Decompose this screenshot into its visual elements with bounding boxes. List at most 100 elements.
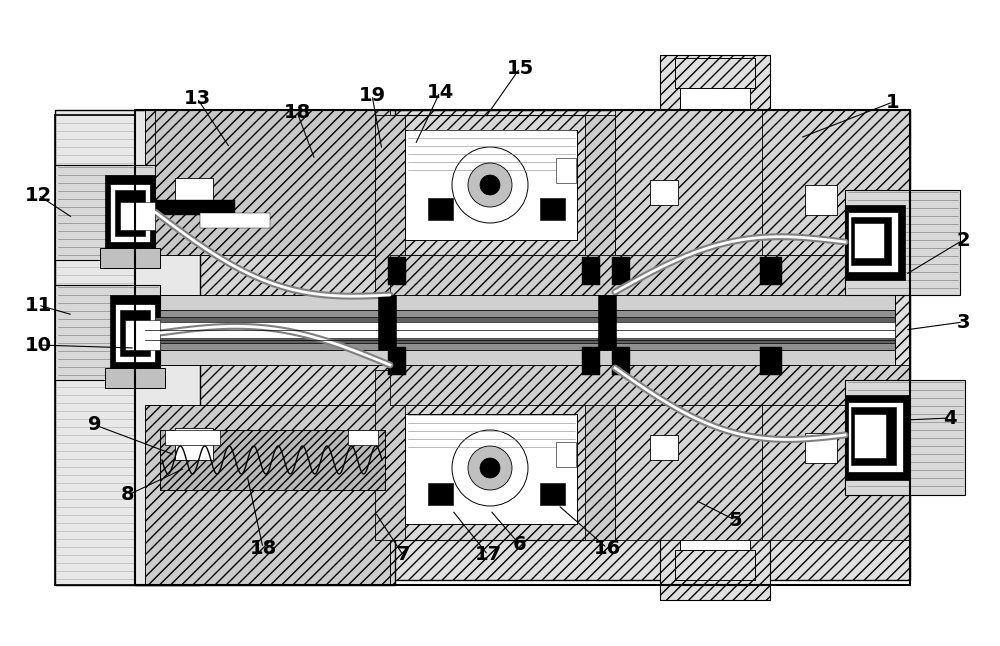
Bar <box>388 257 406 285</box>
Bar <box>390 255 910 295</box>
Bar <box>845 380 965 495</box>
Bar <box>428 483 453 505</box>
Bar <box>762 110 910 255</box>
Text: 14: 14 <box>426 83 454 101</box>
Text: 11: 11 <box>24 295 52 315</box>
Bar <box>120 310 150 356</box>
Bar <box>585 115 615 295</box>
Text: 10: 10 <box>25 335 52 355</box>
Bar <box>390 365 910 405</box>
Bar <box>378 295 396 350</box>
Text: 7: 7 <box>396 545 410 565</box>
Bar <box>110 184 150 242</box>
Bar <box>675 550 755 580</box>
Bar <box>155 200 235 215</box>
Bar <box>55 110 200 585</box>
Text: 2: 2 <box>956 231 970 249</box>
Bar <box>805 185 837 215</box>
Bar <box>135 110 395 585</box>
Text: 13: 13 <box>183 89 211 107</box>
Bar <box>405 414 577 524</box>
Text: 15: 15 <box>506 59 534 78</box>
Bar <box>388 347 406 375</box>
Bar <box>375 115 405 295</box>
Bar <box>660 55 770 175</box>
Bar <box>760 347 782 375</box>
Bar <box>845 190 960 295</box>
Bar <box>428 198 453 220</box>
Bar <box>650 435 678 460</box>
Bar <box>585 370 615 540</box>
Bar <box>120 202 155 230</box>
Bar <box>762 405 910 540</box>
Circle shape <box>468 163 512 207</box>
Circle shape <box>452 430 528 506</box>
Bar <box>145 110 390 255</box>
Text: 4: 4 <box>943 408 957 428</box>
Text: 1: 1 <box>886 92 900 112</box>
Bar <box>115 190 145 236</box>
Bar <box>680 530 750 560</box>
Bar <box>135 110 910 585</box>
Text: 18: 18 <box>283 103 311 121</box>
Text: 19: 19 <box>358 85 386 105</box>
Text: 16: 16 <box>593 539 621 557</box>
Bar <box>145 317 895 343</box>
Bar <box>582 347 600 375</box>
Text: 3: 3 <box>956 313 970 331</box>
Bar <box>805 433 837 463</box>
Circle shape <box>480 458 500 478</box>
Bar <box>55 285 160 380</box>
Bar <box>110 295 160 370</box>
Bar <box>556 158 576 183</box>
Bar <box>200 213 270 228</box>
Bar <box>145 405 390 585</box>
Bar <box>165 430 220 445</box>
Bar <box>392 400 590 540</box>
Bar <box>680 80 750 110</box>
Bar <box>160 430 385 490</box>
Bar <box>55 165 155 260</box>
Bar <box>660 470 770 600</box>
Bar <box>390 110 910 580</box>
Bar <box>155 110 375 255</box>
Bar <box>615 405 763 540</box>
Bar <box>851 407 896 465</box>
Bar <box>145 310 895 350</box>
Bar <box>845 395 910 480</box>
Bar <box>612 257 630 285</box>
Bar <box>848 212 898 272</box>
Text: 18: 18 <box>249 539 277 557</box>
Circle shape <box>468 446 512 490</box>
Bar <box>540 483 565 505</box>
Text: 12: 12 <box>24 185 52 205</box>
Text: 5: 5 <box>728 510 742 530</box>
Bar <box>582 257 600 285</box>
Bar <box>175 178 213 210</box>
Bar <box>650 180 678 205</box>
Bar <box>145 295 895 365</box>
Bar <box>375 370 405 540</box>
Bar <box>854 223 884 258</box>
Bar <box>160 430 385 490</box>
Bar <box>175 428 213 460</box>
Bar <box>615 110 763 255</box>
Bar <box>851 217 891 265</box>
Bar <box>675 58 755 88</box>
Bar <box>760 257 782 285</box>
Bar <box>100 248 160 268</box>
Bar <box>845 205 905 280</box>
Bar <box>556 442 576 467</box>
Circle shape <box>452 147 528 223</box>
Bar <box>125 320 160 350</box>
Bar <box>848 402 903 472</box>
Bar <box>105 175 155 250</box>
Text: 17: 17 <box>474 545 502 565</box>
Text: 6: 6 <box>513 536 527 554</box>
Bar <box>598 295 616 350</box>
Bar <box>105 368 165 388</box>
Text: 8: 8 <box>121 486 135 505</box>
Bar <box>612 347 630 375</box>
Circle shape <box>480 175 500 195</box>
Bar <box>348 430 378 445</box>
